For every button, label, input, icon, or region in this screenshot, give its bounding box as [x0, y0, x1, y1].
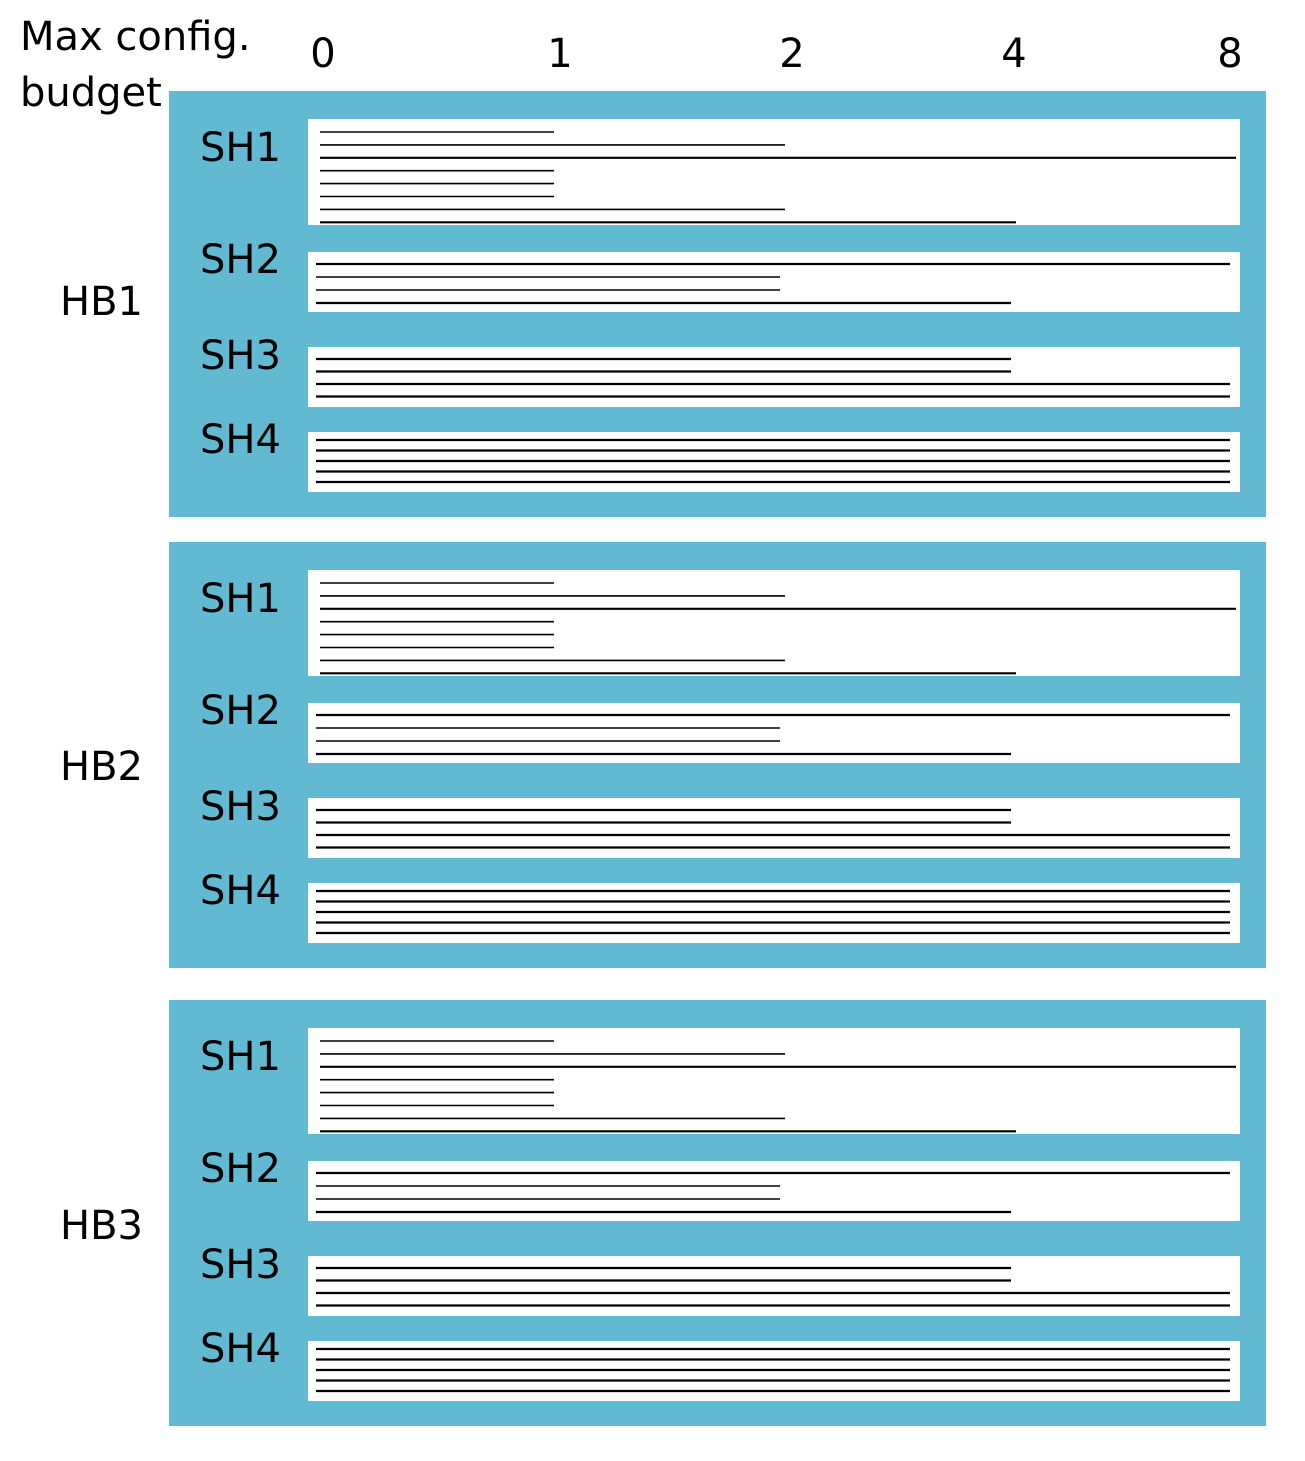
tick-label-8: 8: [1217, 31, 1243, 77]
successive-halving-panel: [308, 119, 1240, 225]
successive-halving-label: SH1: [200, 576, 281, 622]
successive-halving-panel: [308, 703, 1240, 763]
successive-halving-panel: [308, 1341, 1240, 1401]
hyperband-label: HB3: [60, 1203, 143, 1249]
successive-halving-panel: [308, 1256, 1240, 1316]
tick-label-4: 4: [1001, 31, 1027, 77]
successive-halving-panel: [308, 1161, 1240, 1221]
config-lines: [316, 1266, 1230, 1307]
successive-halving-panel: [308, 798, 1240, 858]
successive-halving-label: SH4: [200, 1326, 281, 1372]
tick-label-1: 1: [547, 31, 573, 77]
config-lines: [320, 1040, 1236, 1133]
tick-label-0: 0: [310, 31, 336, 77]
successive-halving-panel: [308, 347, 1240, 407]
tick-label-2: 2: [779, 31, 805, 77]
successive-halving-label: SH2: [200, 237, 281, 283]
axis-title-line2: budget: [20, 70, 162, 116]
successive-halving-panel: [308, 432, 1240, 492]
successive-halving-panel: [308, 1028, 1240, 1134]
config-lines: [320, 582, 1236, 675]
config-lines: [316, 357, 1230, 398]
successive-halving-label: SH3: [200, 333, 281, 379]
axis-title-line1: Max config.: [20, 14, 251, 60]
hyperband-label: HB2: [60, 744, 143, 790]
config-lines: [316, 713, 1230, 756]
successive-halving-panel: [308, 570, 1240, 676]
successive-halving-label: SH1: [200, 1034, 281, 1080]
config-lines: [316, 262, 1230, 305]
config-lines: [316, 889, 1230, 935]
config-lines: [316, 1347, 1230, 1393]
successive-halving-label: SH3: [200, 1242, 281, 1288]
successive-halving-label: SH4: [200, 417, 281, 463]
successive-halving-label: SH2: [200, 1146, 281, 1192]
successive-halving-label: SH2: [200, 688, 281, 734]
hyperband-label: HB1: [60, 279, 143, 325]
config-lines: [316, 808, 1230, 849]
config-lines: [320, 131, 1236, 224]
successive-halving-label: SH4: [200, 868, 281, 914]
config-lines: [316, 1171, 1230, 1214]
successive-halving-label: SH1: [200, 125, 281, 171]
successive-halving-panel: [308, 883, 1240, 943]
successive-halving-panel: [308, 252, 1240, 312]
successive-halving-label: SH3: [200, 784, 281, 830]
config-lines: [316, 438, 1230, 484]
